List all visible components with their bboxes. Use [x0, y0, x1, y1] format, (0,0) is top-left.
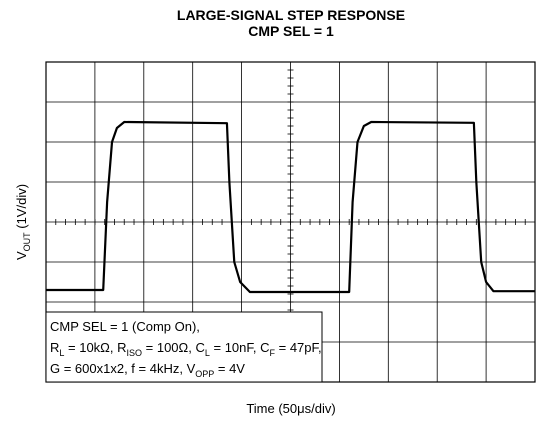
chart-title: LARGE-SIGNAL STEP RESPONSE	[177, 7, 405, 23]
annotation-line: G = 600x1x2, f = 4kHz, VOPP = 4V	[50, 361, 245, 379]
annotation-box	[45, 311, 323, 383]
x-axis-label: Time (50μs/div)	[246, 401, 335, 416]
annotation-line: CMP SEL = 1 (Comp On),	[50, 319, 200, 334]
chart-subtitle: CMP SEL = 1	[248, 23, 334, 39]
waveform	[46, 120, 535, 294]
annotation-line: RL = 10kΩ, RISO = 100Ω, CL = 10nF, CF = …	[50, 340, 322, 358]
y-axis-label: VOUT (1V/div)	[14, 184, 32, 260]
